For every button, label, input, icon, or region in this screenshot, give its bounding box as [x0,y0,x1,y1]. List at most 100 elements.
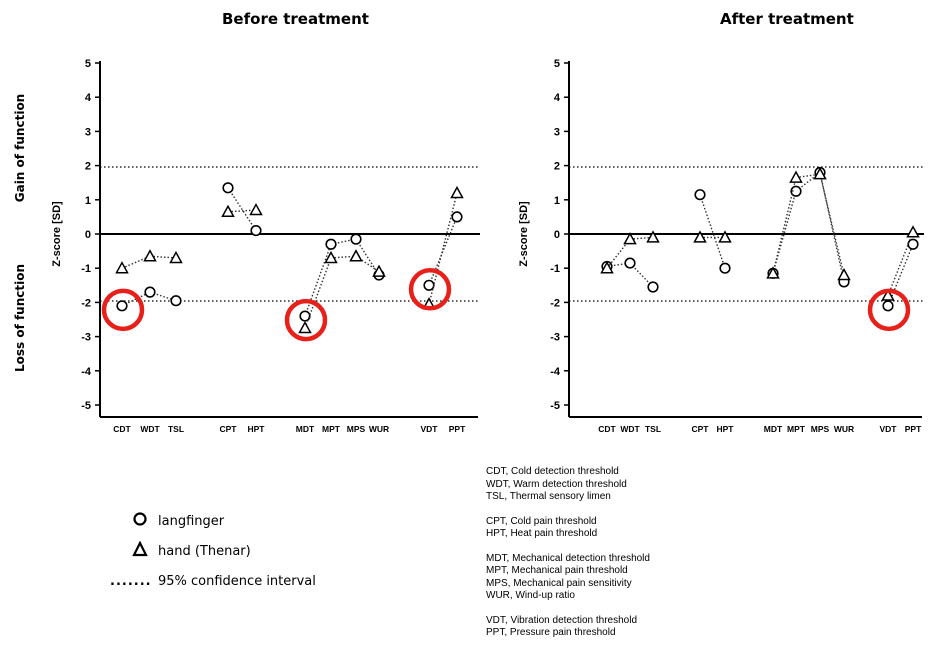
hand-connector [606,238,631,269]
abbr-line: MPS, Mechanical pain sensitivity [486,577,632,589]
y-tick-label: -1 [550,263,560,275]
langfinger-point [350,233,362,245]
y-tick-label: -3 [81,332,91,344]
legend-item-hand: hand (Thenar) [132,536,316,566]
langfinger-point [694,189,706,201]
hand-point [789,170,803,183]
hand-point [813,167,827,180]
langfinger-point [882,300,894,312]
abbr-group-thermal: CDT, Cold detection threshold WDT, Warm … [486,466,650,504]
abbr-line: MPT, Mechanical pain threshold [486,565,628,576]
x-tick-label: VDT [880,424,898,434]
hand-point [600,261,614,274]
x-tick-label: PPT [905,424,922,434]
panel-title-after: After treatment [720,10,854,28]
y-tick-label: -2 [550,297,560,309]
langfinger-point [170,295,182,307]
x-tick-label: WDT [140,424,160,434]
langfinger-connector [227,187,257,231]
y-tick-label: -2 [81,297,91,309]
langfinger-connector [304,244,332,317]
x-tick-label: HPT [248,424,266,434]
hand-point [718,230,732,243]
langfinger-point [299,310,311,322]
y-axis-title: Z-score [SD] [518,201,530,267]
x-tick-label: MPT [787,424,806,434]
langfinger-connector [355,238,380,276]
hand-point [693,230,707,243]
y-tick-label: 0 [554,229,560,241]
highlight-circle [101,288,145,332]
x-tick-label: TSL [645,424,661,434]
y-tick-label: 4 [85,92,92,104]
y-tick-label: -3 [550,332,560,344]
langfinger-point [451,211,463,223]
y-tick-label: 1 [554,195,560,207]
hand-connector [887,232,914,296]
legend-label-hand: hand (Thenar) [158,543,251,559]
hand-connector [428,192,458,305]
hand-connector [227,209,257,213]
langfinger-connector [887,243,914,307]
x-tick-label: CPT [220,424,238,434]
legend-item-langfinger: langfinger [132,506,316,536]
langfinger-point [907,238,919,250]
y-tick-label: 4 [554,92,561,104]
abbr-line: HPT, Heat pain threshold [486,528,598,539]
abbr-line: CPT, Cold pain threshold [486,515,597,527]
y-tick-label: -4 [550,366,561,378]
y-tick-label: -5 [550,400,560,412]
y-tick-label: 5 [85,58,91,70]
abbr-line: PPT, Pressure pain threshold [486,627,616,638]
hand-point [298,320,312,334]
hand-point [646,230,660,243]
triangle-marker-icon [132,540,158,561]
hand-point [115,261,129,274]
langfinger-connector [699,194,726,269]
hand-point [450,185,464,199]
hand-point [221,204,235,218]
langfinger-point [624,257,636,269]
legend-label-langfinger: langfinger [158,513,225,529]
highlight-circle [408,268,452,311]
abbr-line: WDT, Warm detection threshold [486,478,627,490]
langfinger-point [719,262,731,274]
langfinger-point [790,185,802,197]
hand-point [623,232,637,245]
circle-marker-icon [132,511,158,531]
y-tick-label: 3 [554,126,560,138]
x-tick-label: MDT [296,424,315,434]
langfinger-point [423,279,435,291]
langfinger-connector [772,191,797,274]
hand-point [837,267,851,281]
hand-point [143,249,157,262]
hand-connector [149,255,177,259]
abbr-line: TSL, Thermal sensory limen [486,491,611,502]
legend: langfinger hand (Thenar) ....... 95% con… [110,506,316,596]
y-axis-title: Z-score [SD] [51,201,63,267]
hand-point [766,266,780,279]
abbr-group-pressure: VDT, Vibration detection threshold PPT, … [486,615,650,640]
chart-canvas: 5 4 3 2 1 0 -1 -2 -3 -4 -5 Z-score [SD] CDT WDT TSL CPT… [51,58,924,434]
abbr-line: VDT, Vibration detection threshold [486,614,638,626]
x-tick-label: MDT [764,424,783,434]
x-tick-label: MPS [347,424,366,434]
hand-connector [629,236,654,240]
hand-point [169,250,183,264]
x-tick-label: MPT [322,424,341,434]
y-tick-label: 2 [85,161,91,173]
x-tick-label: CPT [692,424,710,434]
abbr-line: MDT, Mechanical detection threshold [486,552,650,564]
x-tick-label: HPT [717,424,735,434]
x-tick-label: WUR [369,424,389,434]
legend-item-ci: ....... 95% confidence interval [110,566,316,596]
langfinger-point [116,300,128,312]
x-tick-label: WUR [834,424,854,434]
langfinger-point [144,286,156,298]
hand-connector [795,173,821,179]
y-tick-label: 0 [85,229,91,241]
abbr-line: WUR, Wind-up ratio [486,590,575,601]
hand-point [249,203,263,216]
hand-connector [330,255,357,259]
y-tick-label: -1 [81,263,91,275]
